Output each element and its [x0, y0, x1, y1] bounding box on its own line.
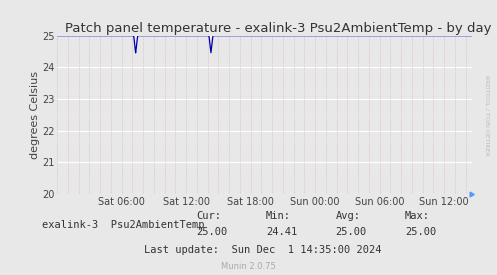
Text: 25.00: 25.00 — [196, 227, 228, 237]
Text: Patch panel temperature - exalink-3 Psu2AmbientTemp - by day: Patch panel temperature - exalink-3 Psu2… — [66, 21, 492, 35]
Text: 25.00: 25.00 — [405, 227, 436, 237]
Text: Cur:: Cur: — [196, 211, 221, 221]
Text: Last update:  Sun Dec  1 14:35:00 2024: Last update: Sun Dec 1 14:35:00 2024 — [144, 245, 382, 255]
Text: exalink-3  Psu2AmbientTemp: exalink-3 Psu2AmbientTemp — [42, 220, 205, 230]
Text: 24.41: 24.41 — [266, 227, 297, 237]
Text: 25.00: 25.00 — [335, 227, 367, 237]
Text: Avg:: Avg: — [335, 211, 360, 221]
Text: Min:: Min: — [266, 211, 291, 221]
Text: RRDTOOL / TOBI OETIKER: RRDTOOL / TOBI OETIKER — [485, 75, 490, 156]
Y-axis label: degrees Celsius: degrees Celsius — [30, 71, 40, 159]
Text: Munin 2.0.75: Munin 2.0.75 — [221, 262, 276, 271]
Text: Max:: Max: — [405, 211, 430, 221]
